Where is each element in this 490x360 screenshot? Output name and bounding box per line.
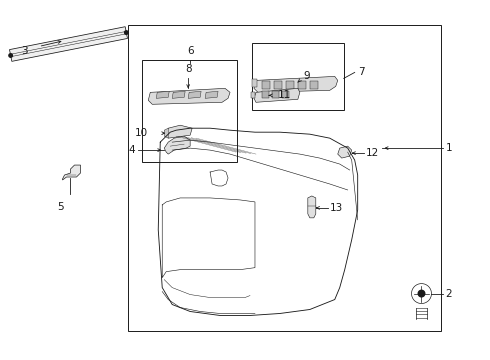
Bar: [252, 80, 257, 87]
Text: 2: 2: [445, 289, 452, 298]
Polygon shape: [148, 88, 230, 104]
Bar: [274, 81, 282, 89]
Polygon shape: [205, 91, 218, 98]
Bar: [262, 91, 269, 98]
Circle shape: [417, 289, 425, 298]
Text: 4: 4: [129, 145, 135, 155]
Text: 10: 10: [135, 128, 148, 138]
Bar: [251, 92, 255, 98]
Text: 5: 5: [57, 202, 64, 212]
Text: 6: 6: [187, 46, 194, 57]
Polygon shape: [164, 136, 190, 154]
Circle shape: [8, 53, 13, 58]
Text: 8: 8: [185, 64, 192, 75]
Text: 1: 1: [445, 143, 452, 153]
Polygon shape: [254, 76, 338, 92]
Bar: [286, 81, 294, 89]
Bar: [142, 60, 237, 162]
Bar: [282, 91, 289, 98]
Circle shape: [124, 30, 129, 35]
Polygon shape: [188, 91, 201, 98]
Polygon shape: [338, 146, 352, 158]
Text: 11: 11: [278, 90, 291, 100]
Text: 13: 13: [330, 203, 343, 213]
Polygon shape: [9, 27, 127, 61]
Polygon shape: [156, 91, 169, 98]
Bar: [252, 42, 343, 110]
Bar: [272, 91, 279, 98]
Text: 9: 9: [304, 71, 311, 81]
Text: 12: 12: [366, 148, 379, 158]
Bar: [298, 81, 306, 89]
Polygon shape: [254, 88, 300, 102]
Text: 7: 7: [358, 67, 364, 77]
Polygon shape: [172, 91, 185, 98]
Polygon shape: [63, 165, 80, 180]
Polygon shape: [308, 196, 316, 218]
Bar: [310, 81, 318, 89]
Polygon shape: [164, 128, 168, 138]
Text: 3: 3: [21, 45, 28, 55]
Bar: [128, 24, 441, 332]
Polygon shape: [166, 125, 192, 138]
Bar: [262, 81, 270, 89]
